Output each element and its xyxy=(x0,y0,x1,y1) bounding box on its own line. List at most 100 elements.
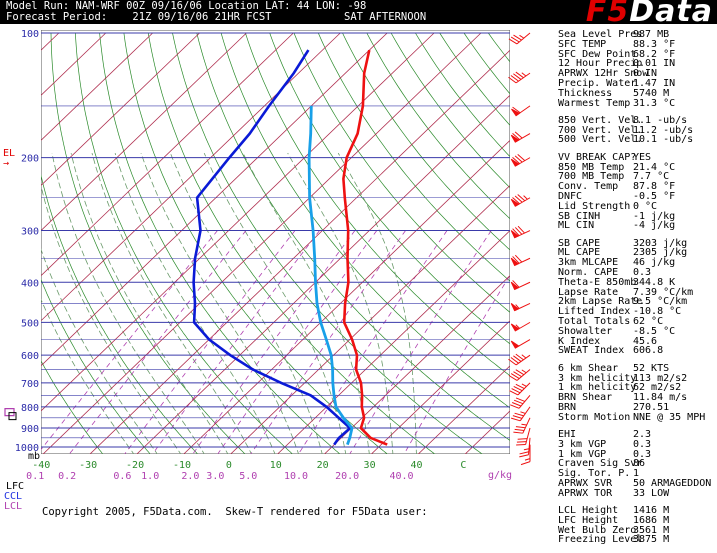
parameter-value: 10.1 -ub/s xyxy=(633,135,693,145)
pressure-tick-label: 700 xyxy=(21,379,39,390)
wind-barb xyxy=(508,72,530,83)
temperature-tick-label: C xyxy=(460,460,466,471)
parameter-name: APRWX TOR xyxy=(558,489,633,499)
wind-barb-half-flag xyxy=(522,384,527,386)
mb-unit-label: mb xyxy=(28,451,40,462)
temperature-tick-label: 20 xyxy=(317,460,329,471)
parameter-name: Wet Bulb Zero xyxy=(558,526,633,536)
wind-barb-half-flag xyxy=(522,355,526,358)
parameter-value: NNE @ 35 MPH xyxy=(633,413,705,423)
mixing-ratio-tick-label: 0.2 xyxy=(58,471,76,482)
wind-barb xyxy=(508,354,530,365)
lcl-label: LCL xyxy=(4,501,22,512)
plot-frame xyxy=(41,30,510,454)
wind-barb-flag xyxy=(516,444,525,445)
wind-barb xyxy=(511,226,530,238)
wind-barb-half-flag xyxy=(522,370,526,373)
wind-barb xyxy=(509,33,530,44)
el-arrow-icon: → xyxy=(3,158,9,169)
wind-barb-half-flag xyxy=(520,412,525,414)
pressure-tick-label: 600 xyxy=(21,351,39,362)
parameter-row: 500 Vert. Vel.10.1 -ub/s xyxy=(558,135,717,145)
wind-barb xyxy=(511,340,530,349)
temperature-tick-label: -20 xyxy=(126,460,144,471)
wind-barb xyxy=(511,407,530,421)
wind-barb-half-flag xyxy=(522,73,526,76)
wind-barb xyxy=(511,106,530,116)
wind-barb-flag xyxy=(520,452,529,454)
wind-barb-flag xyxy=(521,462,530,465)
wind-barb-flag xyxy=(512,403,521,406)
wind-barb xyxy=(511,194,530,206)
parameter-value: 1686 M xyxy=(633,516,669,526)
wind-barb xyxy=(511,154,530,166)
wind-barb-pennant xyxy=(511,341,518,348)
wind-barb-flag xyxy=(515,413,524,416)
temperature-tick-label: 30 xyxy=(364,460,376,471)
temperature-tick-label: 40 xyxy=(410,460,422,471)
wind-barb-half-flag xyxy=(524,196,528,200)
parameter-name: ML CIN xyxy=(558,221,633,231)
wind-barb xyxy=(510,395,530,408)
mixing-ratio-tick-label: 40.0 xyxy=(389,471,413,482)
gkg-unit-label: g/kg xyxy=(488,470,512,481)
parameter-row: ML CIN-4 j/kg xyxy=(558,221,717,231)
forecast-period-line: Forecast Period: 21Z 09/16/06 21HR FCST xyxy=(6,12,272,23)
wind-barb-flag xyxy=(519,455,528,457)
wind-barb-flag xyxy=(513,416,522,419)
temperature-tick-label: 10 xyxy=(270,460,282,471)
wind-barb xyxy=(509,370,530,381)
wind-barb-flag xyxy=(515,429,524,430)
wind-barb xyxy=(511,132,530,142)
mixing-ratio-tick-label: 20.0 xyxy=(335,471,359,482)
parameter-name: LFC Height xyxy=(558,516,633,526)
temperature-tick-label: -30 xyxy=(79,460,97,471)
wind-barb xyxy=(513,418,530,433)
wind-barb-flag xyxy=(516,398,525,401)
parameter-name: SWEAT Index xyxy=(558,346,633,356)
wind-barb-half-flag xyxy=(525,459,530,461)
wind-barb-half-flag xyxy=(524,449,529,450)
wind-barb xyxy=(509,383,530,395)
parameter-value: 606.8 xyxy=(633,346,663,356)
parameter-value: 3875 M xyxy=(633,535,669,545)
wind-barb xyxy=(511,303,530,310)
wind-barb xyxy=(511,255,530,265)
parameter-name: 500 Vert. Vel. xyxy=(558,135,633,145)
pressure-tick-label: 300 xyxy=(21,227,39,238)
mixing-ratio-tick-label: 0.6 xyxy=(113,471,131,482)
wind-barb-flag xyxy=(517,442,526,443)
forecast-day-label: SAT AFTERNOON xyxy=(344,12,426,23)
wind-barb-flag xyxy=(513,432,522,433)
mixing-ratio-tick-label: 1.0 xyxy=(141,471,159,482)
parameter-name: Warmest Temp xyxy=(558,99,633,109)
parameter-value: 33 LOW xyxy=(633,489,669,499)
pressure-tick-label: 500 xyxy=(21,318,39,329)
mixing-ratio-tick-label: 3.0 xyxy=(206,471,224,482)
wind-barb-pennant xyxy=(511,135,518,142)
parameter-name: Storm Motion xyxy=(558,413,633,423)
wind-barb-flag xyxy=(514,400,523,403)
temperature-tick-label: 0 xyxy=(226,460,232,471)
pressure-tick-label: 900 xyxy=(21,424,39,435)
wind-barb-flag xyxy=(510,405,519,408)
wind-barb-flag xyxy=(516,427,525,428)
wind-barb-flag xyxy=(518,439,527,440)
wind-barb-flag xyxy=(511,418,520,421)
copyright-footer: Copyright 2005, F5Data.com. Skew-T rende… xyxy=(42,506,428,518)
pressure-tick-label: 400 xyxy=(21,278,39,289)
mixing-ratio-tick-label: 10.0 xyxy=(284,471,308,482)
